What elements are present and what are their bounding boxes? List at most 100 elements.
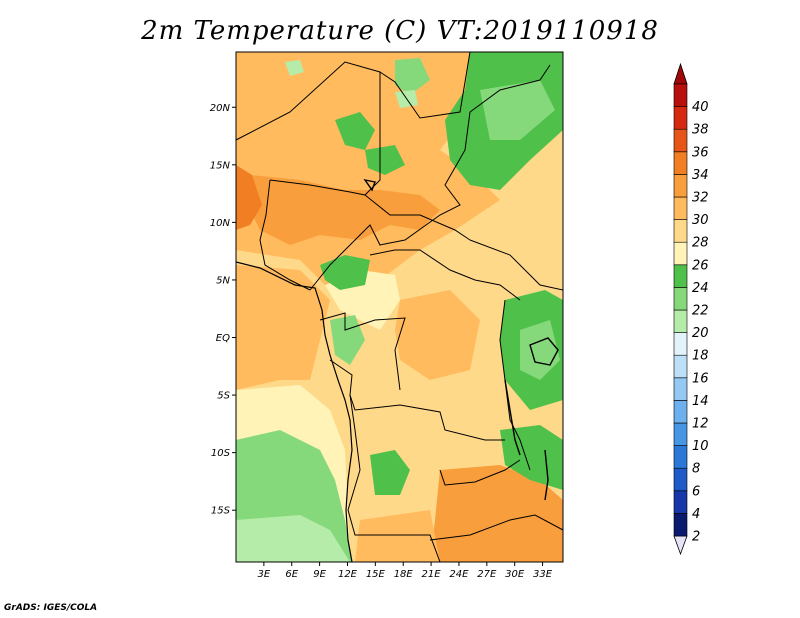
border-line [269, 179, 366, 196]
chart-title: 2m Temperature (C) VT:2019110918 [141, 16, 659, 46]
south-atlantic-lightgreen [236, 515, 350, 562]
colorbar-segment [673, 128, 688, 153]
lat-tick-label: EQ [216, 333, 230, 344]
colorbar-label: 30 [692, 213, 709, 228]
colorbar-segment [673, 513, 688, 537]
sahara-green-patch [335, 112, 375, 150]
colorbar-segment [673, 445, 688, 469]
lon-tick-label: 21E [422, 569, 442, 580]
lon-tick-label: 27E [477, 569, 497, 580]
colorbar-over-arrow [673, 62, 688, 85]
warm-sahel-core [245, 175, 440, 245]
colorbar-label: 38 [692, 123, 709, 138]
lon-tick-label: 9E [313, 569, 326, 580]
border-line [369, 249, 521, 301]
colorbar-segment [673, 467, 688, 492]
central-basin-warm [395, 290, 480, 380]
gulf-warm-area [236, 265, 330, 390]
colorbar-segment [673, 377, 688, 401]
lon-tick-label: 6E [285, 569, 298, 580]
colorbar-label: 28 [692, 236, 709, 251]
sahara-cool-spot [285, 60, 304, 76]
latitude-axis: 20N 15N 10N 5N EQ 5S 10S 15S [210, 103, 236, 517]
colorbar-label: 18 [692, 349, 709, 364]
colorbar-segment [673, 354, 688, 379]
colorbar-segment [673, 422, 688, 446]
southern-warm-area [355, 510, 440, 562]
colorbar-label: 20 [692, 326, 709, 341]
colorbar-under-arrow [673, 535, 688, 556]
lat-tick-label: 10N [210, 218, 231, 229]
border-line [329, 359, 505, 441]
colorbar-label: 24 [692, 281, 709, 296]
border-line [469, 239, 563, 291]
darfur-green [365, 145, 405, 175]
lat-tick-label: 5S [217, 391, 230, 402]
border-line [347, 394, 441, 562]
colorbar-label: 36 [692, 145, 709, 160]
southern-hot-area [430, 465, 563, 562]
colorbar-segment [673, 219, 688, 243]
colorbar-segment [673, 83, 688, 107]
colorbar-label: 12 [692, 417, 709, 432]
colorbar-label: 6 [692, 484, 700, 499]
colorbar-segment [673, 241, 688, 266]
longitude-axis: 3E 6E 9E 12E 15E 18E 21E 24E 27E 30E 33E [258, 562, 553, 580]
border-line [259, 179, 311, 291]
gabon-green [330, 315, 365, 365]
lake-victoria [529, 337, 559, 366]
colorbar-segment [673, 309, 688, 333]
lon-tick-label: 3E [258, 569, 271, 580]
colorbar-segment [673, 287, 688, 311]
colorbar-segment [673, 264, 688, 288]
colorbar-label: 4 [692, 507, 700, 522]
border-line [439, 459, 521, 486]
colorbar-segment [673, 151, 688, 175]
colorbar-label: 40 [692, 100, 709, 115]
colorbar-segment [673, 196, 688, 220]
colorbar-segment [673, 490, 688, 514]
border-line [469, 64, 551, 113]
sahara-green-patch-2 [395, 58, 430, 95]
lake-tanganyika [504, 379, 521, 456]
border-line [319, 312, 406, 391]
colorbar-segment [673, 332, 688, 356]
lakes [363, 178, 559, 501]
colorbar-label: 8 [692, 462, 700, 477]
border-line [309, 111, 471, 291]
ethiopia-highlands-green-22 [480, 80, 555, 140]
plot-frame [235, 51, 564, 563]
colorbar-label: 10 [692, 439, 709, 454]
colorbar-segment [673, 106, 688, 130]
colorbar-label: 14 [692, 394, 709, 409]
angola-green [370, 450, 410, 495]
hot-west-edge [236, 165, 262, 230]
colorbar-label: 26 [692, 258, 709, 273]
lat-tick-label: 5N [216, 275, 230, 286]
lon-tick-label: 30E [505, 569, 525, 580]
lat-tick-label: 15N [210, 160, 231, 171]
border-line [236, 52, 471, 141]
lon-tick-label: 18E [394, 569, 414, 580]
lake-malawi [544, 449, 549, 501]
lat-tick-label: 15S [211, 506, 231, 517]
colorbar-segment [673, 400, 688, 424]
colorbar-segment [673, 174, 688, 198]
border-line [364, 72, 471, 241]
lake-chad [363, 178, 376, 192]
lon-tick-label: 15E [366, 569, 386, 580]
cameroon-green [320, 255, 370, 290]
border-line [429, 514, 563, 541]
lat-tick-label: 10S [211, 448, 231, 459]
colorbar-label: 22 [692, 304, 709, 319]
lat-tick-label: 20N [210, 103, 231, 114]
colorbar-label: 32 [692, 191, 709, 206]
colorbar-label: 16 [692, 371, 709, 386]
lon-tick-label: 24E [449, 569, 469, 580]
temperature-field [236, 52, 563, 562]
coastline [236, 261, 353, 562]
colorbar-label: 2 [692, 530, 700, 545]
lon-tick-label: 12E [338, 569, 358, 580]
